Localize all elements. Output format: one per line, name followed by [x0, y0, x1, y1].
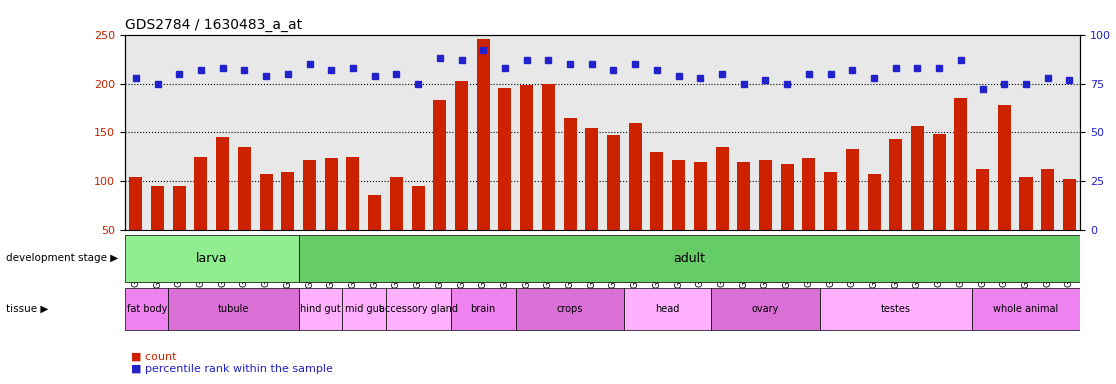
Bar — [542, 84, 555, 279]
Bar — [911, 126, 924, 279]
Text: ■ percentile rank within the sample: ■ percentile rank within the sample — [131, 364, 333, 374]
Text: tubule: tubule — [218, 304, 249, 314]
Bar — [1041, 169, 1055, 279]
Bar — [173, 186, 185, 279]
Text: whole animal: whole animal — [993, 304, 1059, 314]
Bar — [824, 172, 837, 279]
Bar — [238, 147, 251, 279]
Text: development stage ▶: development stage ▶ — [6, 253, 118, 263]
Bar — [564, 118, 577, 279]
Text: mid gut: mid gut — [345, 304, 383, 314]
Bar — [125, 288, 169, 330]
Bar — [820, 288, 972, 330]
Bar — [889, 139, 902, 279]
Bar — [343, 288, 385, 330]
Bar — [433, 100, 446, 279]
Bar — [711, 288, 820, 330]
Text: ovary: ovary — [752, 304, 779, 314]
Text: adult: adult — [673, 252, 705, 265]
Bar — [1062, 179, 1076, 279]
Bar — [976, 169, 989, 279]
Text: testes: testes — [881, 304, 911, 314]
Text: accessory gland: accessory gland — [378, 304, 458, 314]
Text: ■ count: ■ count — [131, 351, 176, 361]
Bar — [933, 134, 945, 279]
Bar — [628, 123, 642, 279]
Text: crops: crops — [557, 304, 584, 314]
Bar — [455, 81, 468, 279]
Text: GDS2784 / 1630483_a_at: GDS2784 / 1630483_a_at — [125, 18, 302, 32]
Bar — [585, 127, 598, 279]
Text: fat body: fat body — [126, 304, 167, 314]
Bar — [129, 177, 143, 279]
Bar — [260, 174, 272, 279]
Bar — [151, 186, 164, 279]
Bar — [516, 288, 624, 330]
Bar — [954, 98, 968, 279]
Text: head: head — [655, 304, 680, 314]
Bar — [499, 88, 511, 279]
Bar — [694, 162, 706, 279]
Bar — [477, 40, 490, 279]
Bar — [299, 288, 343, 330]
Bar — [520, 86, 533, 279]
Bar — [781, 164, 793, 279]
Bar — [672, 160, 685, 279]
Text: tissue ▶: tissue ▶ — [6, 304, 48, 314]
Bar — [972, 288, 1080, 330]
Bar — [304, 160, 316, 279]
Bar — [759, 160, 772, 279]
Bar — [368, 195, 382, 279]
Text: larva: larva — [196, 252, 228, 265]
Bar — [299, 235, 1080, 281]
Bar — [194, 157, 208, 279]
Bar — [846, 149, 859, 279]
Bar — [867, 174, 881, 279]
Bar — [451, 288, 516, 330]
Bar — [125, 235, 299, 281]
Bar — [607, 136, 620, 279]
Bar — [385, 288, 451, 330]
Bar — [998, 105, 1011, 279]
Bar — [281, 172, 295, 279]
Bar — [738, 162, 750, 279]
Bar — [715, 147, 729, 279]
Bar — [217, 137, 229, 279]
Bar — [802, 158, 816, 279]
Bar — [389, 177, 403, 279]
Bar — [325, 158, 338, 279]
Bar — [412, 186, 424, 279]
Bar — [651, 152, 663, 279]
Text: brain: brain — [471, 304, 496, 314]
Bar — [624, 288, 711, 330]
Bar — [169, 288, 299, 330]
Text: hind gut: hind gut — [300, 304, 340, 314]
Bar — [346, 157, 359, 279]
Bar — [1020, 177, 1032, 279]
